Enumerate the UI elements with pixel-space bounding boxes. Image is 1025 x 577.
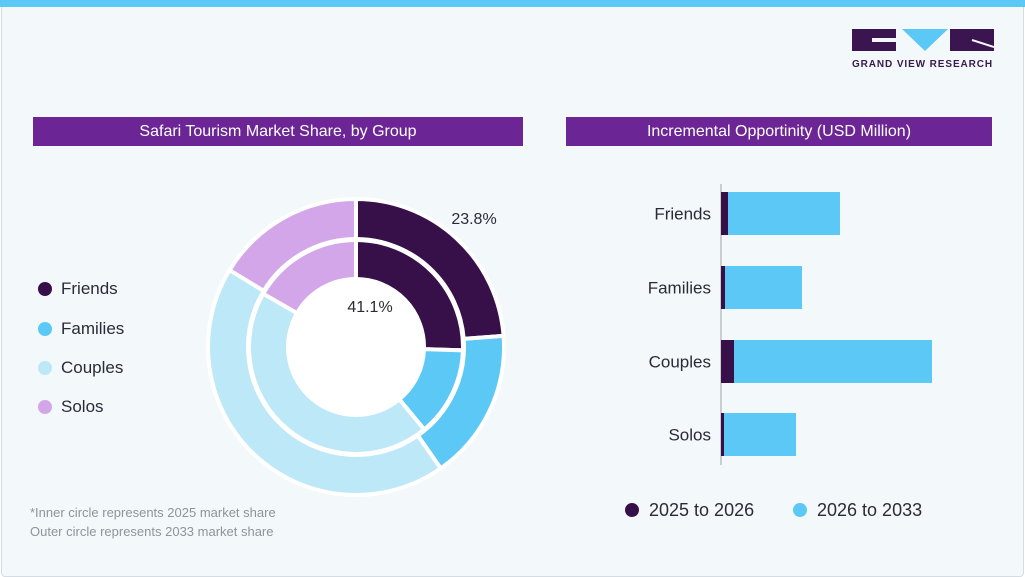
donut-hole <box>290 281 422 413</box>
legend-dot-2026-2033 <box>793 503 807 517</box>
accent-bar <box>0 0 1025 7</box>
legend-label: Couples <box>61 358 124 377</box>
gvr-logo <box>852 29 994 51</box>
category-label-solos: Solos <box>668 426 711 445</box>
legend-solos: Solos <box>38 397 104 417</box>
outer-slice-solos <box>226 196 358 294</box>
legend-label-2026-2033: 2026 to 2033 <box>817 500 922 520</box>
category-label-couples: Couples <box>649 353 711 372</box>
category-label-friends: Friends <box>654 205 711 224</box>
bar-families-2026-2033 <box>725 266 802 309</box>
legend-dot-friends <box>38 282 52 296</box>
bar-friends-2026-2033 <box>728 192 840 235</box>
legend-label-2025-2026: 2025 to 2026 <box>649 500 754 520</box>
note-outer: Outer circle represents 2033 market shar… <box>30 524 274 539</box>
note-inner: *Inner circle represents 2025 market sha… <box>30 505 276 520</box>
bar-couples-2026-2033 <box>734 340 932 383</box>
logo-text: GRAND VIEW RESEARCH <box>852 59 993 70</box>
legend-couples: Couples <box>38 358 123 378</box>
label-outer-friends: 23.8% <box>451 211 496 228</box>
outer-slice-couples <box>206 267 444 497</box>
bar-couples-2025-2026 <box>721 340 734 383</box>
legend-label: Solos <box>61 397 104 416</box>
label-center: 41.1% <box>347 299 392 316</box>
legend-friends: Friends <box>38 279 118 299</box>
legend-label: Families <box>61 319 125 338</box>
left-chart-title: Safari Tourism Market Share, by Group <box>33 117 523 146</box>
legend-dot-couples <box>38 361 52 375</box>
legend-families: Families <box>38 319 124 339</box>
bar-solos-2025-2026 <box>721 413 724 456</box>
category-label-families: Families <box>648 279 711 298</box>
bar-solos-2026-2033 <box>724 413 796 456</box>
legend-label: Friends <box>61 279 118 298</box>
legend-dot-solos <box>38 400 52 414</box>
right-chart-title: Incremental Opportinity (USD Million) <box>566 117 992 146</box>
legend-dot-2025-2026 <box>625 503 639 517</box>
bar-friends-2025-2026 <box>721 192 728 235</box>
bar-families-2025-2026 <box>721 266 725 309</box>
legend-dot-families <box>38 322 52 336</box>
